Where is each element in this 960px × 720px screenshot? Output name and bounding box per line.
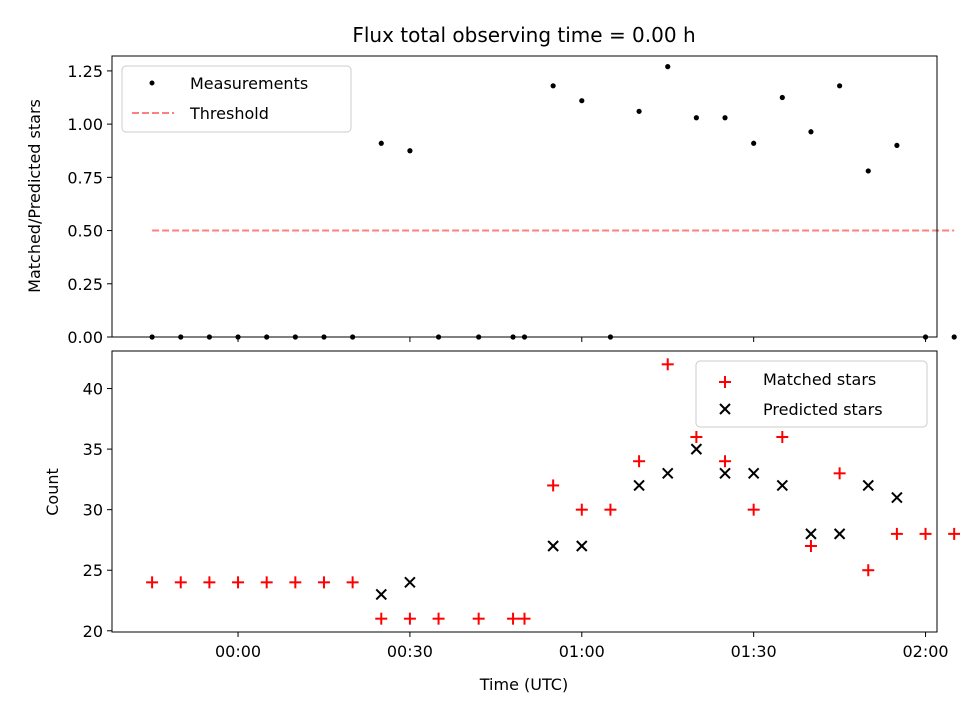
matched-star-point-17 (633, 455, 646, 468)
matched-star-point-22 (776, 430, 789, 443)
measurement-point-18 (665, 64, 671, 70)
top-y-tick-label-2: 0.50 (67, 222, 103, 241)
matched-star-point-15 (575, 503, 588, 516)
bottom-x-tick-label-1: 00:30 (387, 642, 433, 661)
bottom-y-axis-label: Count (43, 468, 62, 516)
measurement-point-25 (865, 168, 871, 174)
matched-star-point-11 (472, 612, 485, 625)
matched-star-point-3 (232, 576, 245, 589)
top-y-tick-label-3: 0.75 (67, 168, 103, 187)
predicted-star-point-3 (576, 540, 588, 552)
top-axes-frame (111, 55, 938, 338)
bottom-y-tick-label-4: 40 (83, 380, 103, 399)
bottom-x-tick-label-3: 01:30 (731, 642, 777, 661)
matched-star-point-24 (833, 467, 846, 480)
matched-star-point-10 (432, 612, 445, 625)
bottom-y-tick-label-3: 35 (83, 440, 103, 459)
matched-star-point-6 (317, 576, 330, 589)
predicted-star-point-1 (404, 576, 416, 589)
measurement-point-24 (837, 83, 843, 89)
matched-star-point-5 (289, 576, 302, 589)
measurement-point-8 (378, 140, 384, 146)
predicted-star-point-8 (747, 467, 760, 480)
bottom-x-tick-label-2: 01:00 (559, 642, 605, 661)
matched-star-point-8 (375, 612, 388, 625)
legend-matched-label: Matched stars (763, 370, 876, 389)
bottom-panel: 20 25 30 35 40 00:00 00:30 01:00 01:30 02:00 Cou… (43, 350, 960, 694)
matched-star-point-0 (146, 576, 159, 589)
measurement-point-15 (579, 98, 585, 104)
top-x-ticks (237, 337, 927, 342)
measurement-point-20 (722, 115, 728, 121)
matched-star-point-4 (260, 576, 273, 589)
bottom-y-tick-label-1: 25 (83, 561, 103, 580)
bottom-y-tick-label-2: 30 (83, 501, 103, 520)
x-axis-label: Time (UTC) (479, 675, 568, 694)
predicted-star-point-9 (776, 479, 789, 492)
predicted-star-point-2 (547, 540, 559, 552)
bottom-legend: Matched stars Predicted stars (695, 360, 928, 428)
bottom-x-axis: 00:00 00:30 01:00 01:30 02:00 (215, 632, 949, 661)
matched-star-point-1 (174, 576, 187, 589)
measurement-point-28 (951, 334, 957, 340)
matched-star-point-2 (203, 576, 216, 589)
measurement-point-17 (636, 108, 642, 114)
top-y-tick-label-1: 0.25 (67, 275, 103, 294)
top-y-tick-label-0: 0.00 (67, 328, 103, 347)
top-legend-box (121, 65, 352, 133)
matched-star-point-20 (719, 455, 732, 468)
measurement-point-14 (550, 83, 556, 89)
legend-measurements-label: Measurements (190, 74, 308, 93)
predicted-star-point-4 (633, 479, 645, 492)
matched-star-point-26 (890, 527, 903, 540)
measurement-point-9 (407, 148, 413, 154)
predicted-star-point-0 (375, 588, 387, 601)
matched-star-point-25 (862, 564, 875, 577)
top-y-tick-label-4: 1.00 (67, 115, 103, 134)
measurement-point-21 (751, 140, 757, 146)
predicted-star-point-11 (833, 528, 846, 540)
predicted-star-point-6 (690, 443, 703, 455)
bottom-y-tick-label-0: 20 (83, 622, 103, 641)
legend-predicted-label: Predicted stars (763, 400, 883, 419)
predicted-star-point-7 (719, 467, 731, 480)
top-legend: Measurements Threshold (121, 65, 352, 133)
legend-predicted-marker (719, 403, 731, 415)
matched-star-point-19 (690, 430, 703, 443)
legend-matched-marker (719, 376, 731, 388)
matched-star-point-13 (518, 612, 531, 625)
predicted-star-point-12 (862, 479, 874, 492)
legend-measurements-marker (149, 80, 155, 86)
matched-star-point-21 (747, 503, 760, 516)
bottom-legend-box (695, 360, 928, 428)
chart-title: Flux total observing time = 0.00 h (352, 23, 695, 47)
matched-star-point-18 (661, 358, 674, 371)
predicted-star-point-5 (662, 467, 674, 480)
bottom-x-tick-label-4: 02:00 (902, 642, 948, 661)
top-y-tick-label-5: 1.25 (67, 62, 103, 81)
legend-threshold-label: Threshold (189, 104, 269, 123)
bottom-axes-frame (111, 350, 938, 633)
top-y-axis-label: Matched/Predicted stars (25, 99, 44, 293)
top-panel: 0.00 0.25 0.50 0.75 1.00 1.25 Matched/Predict… (25, 55, 957, 347)
matched-star-point-28 (948, 527, 960, 540)
bottom-x-tick-label-0: 00:00 (215, 642, 261, 661)
top-y-axis: 0.00 0.25 0.50 0.75 1.00 1.25 (67, 62, 112, 347)
measurement-point-19 (693, 115, 699, 121)
matched-star-point-27 (919, 527, 932, 540)
measurement-point-26 (894, 142, 900, 149)
matched-star-point-14 (547, 479, 560, 492)
matched-star-point-12 (507, 612, 520, 625)
measurement-point-23 (808, 129, 814, 135)
matched-star-point-9 (403, 612, 416, 625)
predicted-star-point-13 (891, 491, 903, 504)
predicted-star-point-10 (805, 528, 817, 540)
matched-star-point-23 (804, 540, 817, 553)
bottom-plot-area (146, 358, 960, 625)
matched-star-point-7 (346, 576, 359, 589)
matched-star-point-16 (604, 503, 617, 516)
bottom-y-axis: 20 25 30 35 40 (83, 380, 112, 641)
measurement-point-22 (779, 94, 785, 101)
